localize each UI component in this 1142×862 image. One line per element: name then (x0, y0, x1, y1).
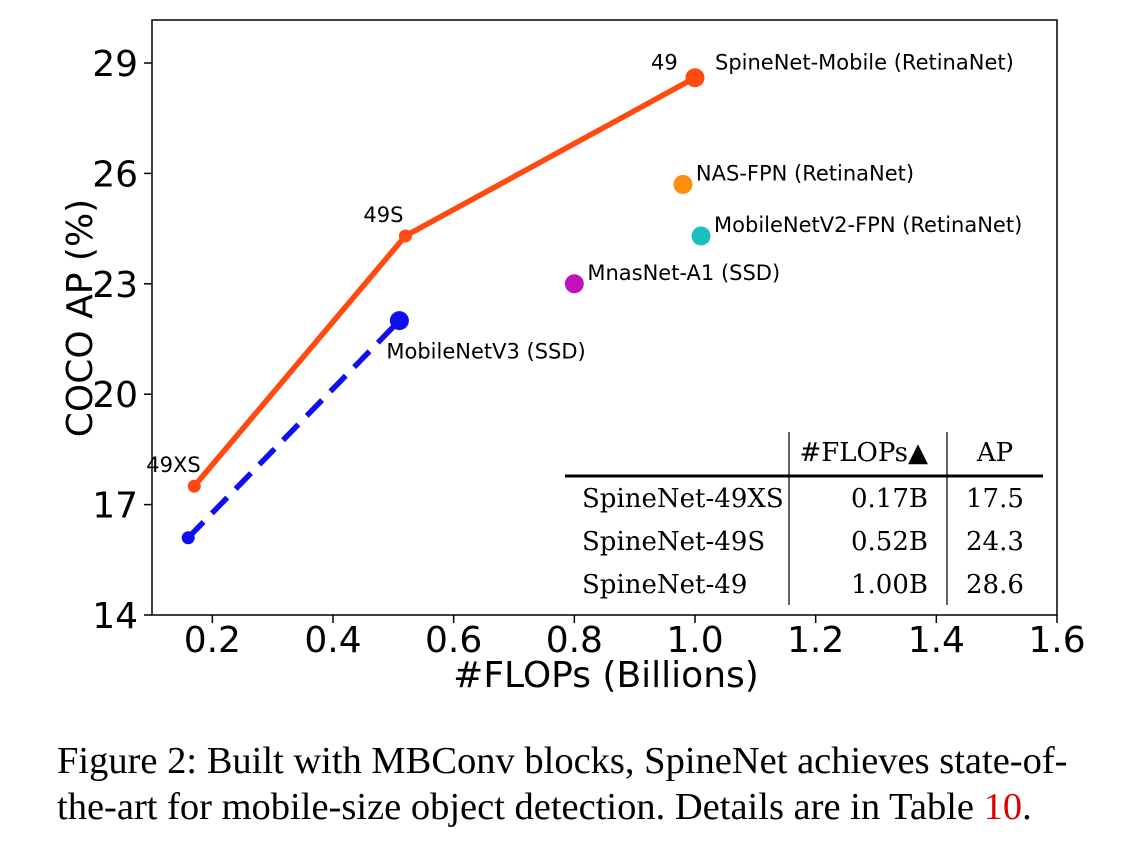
point-label: 49XS (146, 453, 200, 477)
series-point (398, 229, 412, 243)
scatter-label: MobileNetV2-FPN (RetinaNet) (714, 213, 1022, 237)
point-label: 49 (651, 51, 678, 75)
table-cell-flops: 0.52B (851, 527, 928, 557)
caption-line-2-end: . (1022, 786, 1032, 828)
scatter-label: NAS-FPN (RetinaNet) (696, 161, 914, 185)
series-label: SpineNet-Mobile (RetinaNet) (715, 51, 1014, 75)
series-label: MobileNetV3 (SSD) (386, 340, 585, 364)
table-cell-model: SpineNet-49 (582, 570, 747, 600)
caption-line-1: Figure 2: Built with MBConv blocks, Spin… (57, 740, 1068, 782)
table-reference-link[interactable]: 10 (983, 786, 1023, 828)
series-point (181, 531, 195, 545)
caption-line-2: the-art for mobile-size object detection… (57, 784, 1127, 830)
y-tick-label: 29 (92, 44, 138, 85)
chart: 0.2 0.4 0.6 0.8 1.0 1.2 1.4 1.6 14 17 20 23 26 29 49X… (60, 19, 1086, 696)
table-header-ap: AP (976, 438, 1013, 468)
y-tick-label: 20 (92, 375, 138, 416)
flops-ap-table: #FLOPs▲ AP SpineNet-49XS 0.17B 17.5 SpineNet-… (565, 432, 1043, 605)
table-cell-flops: 1.00B (851, 570, 928, 600)
x-tick-label: 1.0 (666, 620, 723, 661)
x-tick-label: 1.2 (787, 620, 844, 661)
x-tick-label: 1.4 (908, 620, 965, 661)
plot-frame (151, 19, 1058, 616)
table-cell-flops: 0.17B (851, 484, 928, 514)
scatter-point (673, 174, 693, 194)
table-cell-model: SpineNet-49XS (582, 484, 784, 514)
figure-caption: Figure 2: Built with MBConv blocks, Spin… (57, 738, 1127, 830)
series-line-1 (186, 318, 402, 540)
x-tick-label: 1.6 (1028, 620, 1085, 661)
y-tick-label: 17 (92, 486, 138, 527)
x-tick-label: 0.8 (546, 620, 603, 661)
y-axis-title: COCO AP (%) (60, 199, 101, 437)
table-cell-ap: 24.3 (966, 527, 1024, 557)
table-header-flops: #FLOPs▲ (799, 438, 928, 468)
table-cell-ap: 17.5 (966, 484, 1024, 514)
series-point (685, 68, 705, 88)
table-cell-ap: 28.6 (966, 570, 1024, 600)
scatter-point (564, 274, 584, 294)
series-point (389, 311, 409, 331)
series-point (187, 479, 201, 493)
x-tick-label: 0.4 (304, 620, 361, 661)
table-cell-model: SpineNet-49S (582, 527, 765, 557)
point-label: 49S (363, 203, 403, 227)
caption-line-2-text: the-art for mobile-size object detection… (57, 786, 984, 828)
y-tick-label: 23 (92, 265, 138, 306)
y-tick-label: 14 (92, 596, 138, 637)
y-tick-label: 26 (92, 154, 138, 195)
scatter-point (691, 226, 711, 246)
scatter-label: MnasNet-A1 (SSD) (587, 261, 780, 285)
x-tick-label: 0.2 (184, 620, 241, 661)
x-axis-title: #FLOPs (Billions) (453, 655, 759, 696)
x-tick-label: 0.6 (425, 620, 482, 661)
